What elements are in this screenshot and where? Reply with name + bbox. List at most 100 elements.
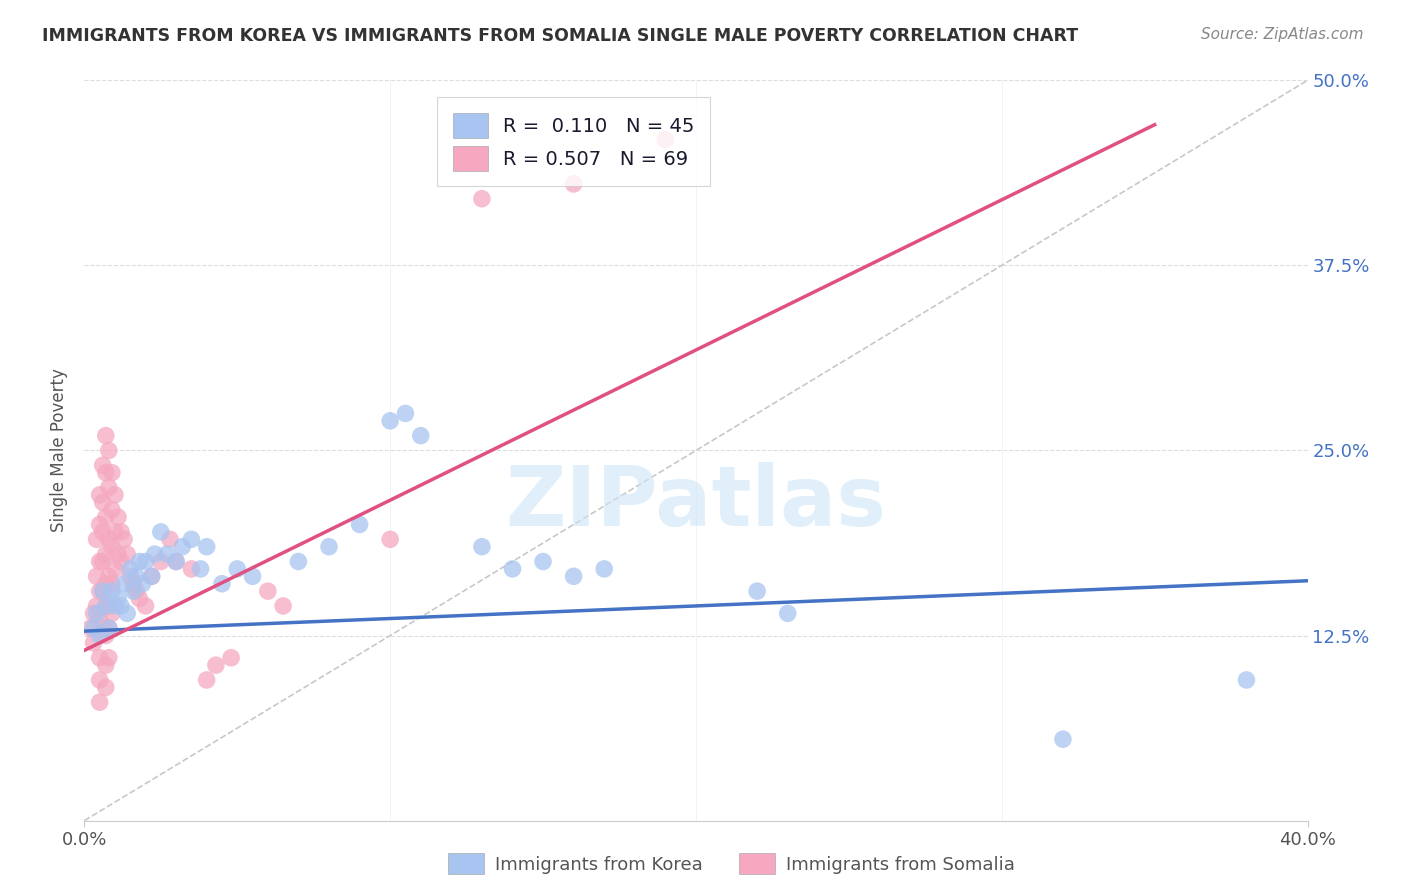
Point: [120, 562, 142, 576]
Point: [110, 599, 132, 613]
Point: [104, 562, 127, 576]
Point: [211, 576, 233, 591]
Point: [89, 628, 111, 642]
Point: [83, 621, 105, 635]
Point: [115, 607, 138, 621]
Point: [91, 458, 114, 473]
Point: [1236, 673, 1258, 687]
Point: [394, 407, 416, 421]
Point: [471, 192, 494, 206]
Point: [79, 621, 101, 635]
Point: [86, 569, 108, 583]
Point: [97, 480, 120, 494]
Point: [287, 555, 309, 569]
Point: [89, 488, 111, 502]
Point: [141, 569, 163, 583]
Point: [97, 443, 120, 458]
Point: [91, 584, 114, 599]
Point: [257, 584, 280, 599]
Point: [226, 562, 249, 576]
Point: [125, 584, 148, 599]
Point: [104, 524, 127, 539]
Point: [97, 621, 120, 635]
Point: [128, 591, 150, 606]
Point: [165, 555, 187, 569]
Point: [747, 584, 769, 599]
Point: [89, 673, 111, 687]
Point: [91, 495, 114, 509]
Point: [165, 555, 187, 569]
Point: [120, 569, 142, 583]
Point: [86, 607, 108, 621]
Point: [101, 466, 124, 480]
Point: [110, 524, 132, 539]
Point: [101, 502, 124, 516]
Point: [242, 569, 264, 583]
Point: [94, 681, 117, 695]
Point: [195, 673, 218, 687]
Point: [94, 628, 117, 642]
Point: [89, 614, 111, 628]
Legend: Immigrants from Korea, Immigrants from Somalia: Immigrants from Korea, Immigrants from S…: [439, 844, 1024, 883]
Point: [149, 524, 172, 539]
Point: [94, 510, 117, 524]
Point: [180, 533, 202, 547]
Text: Source: ZipAtlas.com: Source: ZipAtlas.com: [1201, 27, 1364, 42]
Point: [91, 584, 114, 599]
Point: [776, 607, 799, 621]
Point: [318, 540, 340, 554]
Point: [94, 599, 117, 613]
Point: [125, 569, 148, 583]
Point: [104, 488, 127, 502]
Point: [89, 584, 111, 599]
Point: [97, 650, 120, 665]
Point: [101, 576, 124, 591]
Point: [112, 533, 135, 547]
Point: [172, 540, 194, 554]
Point: [94, 547, 117, 561]
Point: [380, 533, 402, 547]
Point: [115, 547, 138, 561]
Point: [91, 555, 114, 569]
Point: [104, 599, 127, 613]
Point: [107, 591, 129, 606]
Point: [180, 562, 202, 576]
Point: [101, 540, 124, 554]
Point: [97, 569, 120, 583]
Point: [110, 555, 132, 569]
Point: [143, 547, 166, 561]
Point: [91, 524, 114, 539]
Point: [86, 599, 108, 613]
Point: [409, 428, 432, 442]
Point: [502, 562, 524, 576]
Point: [86, 533, 108, 547]
Point: [94, 599, 117, 613]
Point: [89, 555, 111, 569]
Point: [122, 576, 145, 591]
Point: [141, 569, 163, 583]
Point: [91, 621, 114, 635]
Point: [135, 555, 157, 569]
Point: [101, 607, 124, 621]
Point: [107, 510, 129, 524]
Point: [97, 621, 120, 635]
Text: IMMIGRANTS FROM KOREA VS IMMIGRANTS FROM SOMALIA SINGLE MALE POVERTY CORRELATION: IMMIGRANTS FROM KOREA VS IMMIGRANTS FROM…: [42, 27, 1078, 45]
Point: [89, 650, 111, 665]
Point: [83, 607, 105, 621]
Point: [101, 584, 124, 599]
Point: [195, 540, 218, 554]
Point: [128, 555, 150, 569]
Point: [112, 576, 135, 591]
Y-axis label: Single Male Poverty: Single Male Poverty: [51, 368, 69, 533]
Point: [122, 584, 145, 599]
Point: [131, 576, 153, 591]
Point: [97, 533, 120, 547]
Point: [219, 650, 242, 665]
Text: ZIPatlas: ZIPatlas: [506, 462, 886, 543]
Point: [349, 517, 371, 532]
Point: [156, 547, 179, 561]
Point: [149, 555, 172, 569]
Legend: R =  0.110   N = 45, R = 0.507   N = 69: R = 0.110 N = 45, R = 0.507 N = 69: [437, 97, 710, 186]
Point: [471, 540, 494, 554]
Point: [205, 658, 228, 673]
